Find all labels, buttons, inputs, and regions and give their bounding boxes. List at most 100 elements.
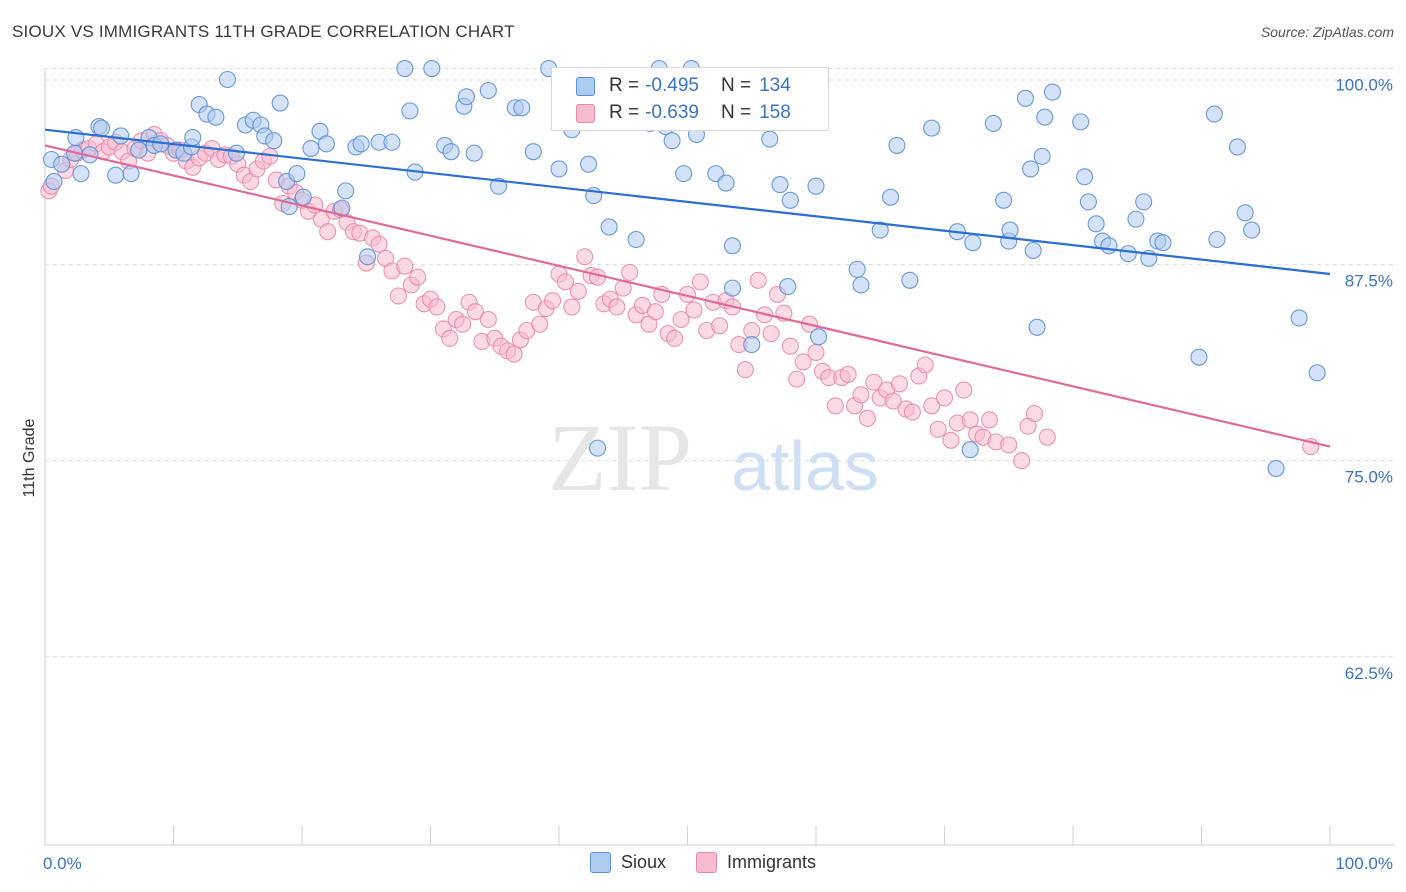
y-tick-label: 75.0% xyxy=(1345,468,1393,487)
sioux-point xyxy=(1043,83,1061,101)
sioux-point xyxy=(1127,210,1145,228)
immigrants-point xyxy=(370,235,388,253)
immigrants-point xyxy=(1013,452,1031,470)
sioux-point xyxy=(1024,241,1042,260)
sioux-point xyxy=(901,271,919,289)
immigrants-point xyxy=(319,223,337,241)
sioux-point xyxy=(663,132,681,150)
sioux-point xyxy=(743,336,761,354)
sioux-point xyxy=(964,234,982,252)
sioux-point xyxy=(807,177,825,195)
series-legend: Sioux Immigrants xyxy=(0,852,1406,873)
immigrants-point xyxy=(935,389,954,407)
immigrants-point xyxy=(890,375,909,393)
immigrants-point xyxy=(942,431,960,449)
sioux-point xyxy=(779,278,797,296)
immigrants-point xyxy=(749,271,767,289)
sioux-point xyxy=(852,276,870,294)
immigrants-point xyxy=(1038,428,1056,446)
sioux-point xyxy=(401,102,419,120)
immigrants-point xyxy=(409,268,427,286)
immigrants-point xyxy=(788,370,806,388)
n-value: 134 xyxy=(759,75,791,96)
immigrants-swatch-icon xyxy=(696,852,717,873)
sioux-point xyxy=(288,165,306,183)
immigrants-point xyxy=(621,263,639,282)
sioux-point xyxy=(781,191,799,209)
immigrants-point xyxy=(1025,405,1043,423)
immigrants-point xyxy=(685,301,703,319)
immigrants-point xyxy=(762,325,780,343)
watermark-atlas: atlas xyxy=(731,427,879,505)
sioux-point xyxy=(723,237,742,255)
sioux-point xyxy=(294,188,312,206)
sioux-point xyxy=(122,165,140,183)
y-axis-label: 11th Grade xyxy=(21,418,38,497)
sioux-point xyxy=(1236,204,1254,222)
sioux-point xyxy=(333,199,351,217)
immigrants-point xyxy=(865,373,883,391)
y-tick-label: 100.0% xyxy=(1335,76,1393,95)
immigrants-point xyxy=(923,397,941,415)
immigrants-point xyxy=(961,411,979,429)
sioux-point xyxy=(524,143,542,161)
legend-item-immigrants[interactable]: Immigrants xyxy=(696,852,816,873)
immigrants-point xyxy=(691,273,709,291)
sioux-point xyxy=(627,230,645,249)
sioux-points xyxy=(42,59,1326,478)
immigrants-swatch-icon xyxy=(576,103,595,123)
sioux-point xyxy=(107,166,125,184)
sioux-point xyxy=(1016,89,1035,107)
immigrants-point xyxy=(531,315,549,333)
immigrants-trend-line xyxy=(44,144,1331,448)
trend-lines xyxy=(44,128,1331,448)
sioux-point xyxy=(465,144,483,162)
immigrants-point xyxy=(916,356,934,374)
sioux-point xyxy=(1033,147,1051,165)
x-tick-label-min: 0.0% xyxy=(43,854,82,873)
sioux-swatch-icon xyxy=(589,852,611,873)
immigrants-point xyxy=(736,361,754,379)
sioux-point xyxy=(717,174,735,192)
sioux-point xyxy=(580,155,598,173)
y-tick-label: 62.5% xyxy=(1345,664,1393,683)
legend-label-immigrants: Immigrants xyxy=(727,852,817,872)
sioux-point xyxy=(1100,237,1118,255)
sioux-point xyxy=(923,119,941,137)
sioux-point xyxy=(302,139,320,158)
sioux-point xyxy=(92,119,111,137)
sioux-point xyxy=(588,439,607,457)
sioux-point xyxy=(383,133,401,151)
immigrants-point xyxy=(479,310,497,329)
sioux-point xyxy=(1072,113,1090,131)
immigrants-point xyxy=(884,392,902,410)
immigrants-point xyxy=(903,403,921,421)
sioux-point xyxy=(761,130,779,148)
immigrants-point xyxy=(666,329,684,347)
sioux-point xyxy=(184,128,202,147)
sioux-point xyxy=(457,88,476,106)
immigrants-point xyxy=(955,381,973,399)
r-label: R = xyxy=(609,75,640,96)
sioux-point xyxy=(1290,309,1308,327)
sioux-point xyxy=(479,81,497,100)
sioux-point xyxy=(72,165,90,183)
immigrants-point xyxy=(569,282,587,300)
legend-row-immigrants: R = -0.639 N = 158 xyxy=(576,100,791,126)
sioux-point xyxy=(771,176,789,194)
immigrants-point xyxy=(672,310,690,329)
sioux-point xyxy=(1267,459,1285,478)
sioux-point xyxy=(442,143,460,161)
immigrants-point xyxy=(807,343,825,362)
sioux-point xyxy=(352,135,370,153)
sioux-point xyxy=(550,160,568,178)
sioux-point xyxy=(1036,108,1054,126)
legend-item-sioux[interactable]: Sioux xyxy=(589,852,666,873)
sioux-point xyxy=(888,136,906,154)
immigrants-point xyxy=(576,248,594,266)
immigrants-point xyxy=(396,257,414,275)
immigrants-point xyxy=(852,386,870,404)
sioux-point xyxy=(871,221,889,239)
immigrants-point xyxy=(556,273,574,291)
